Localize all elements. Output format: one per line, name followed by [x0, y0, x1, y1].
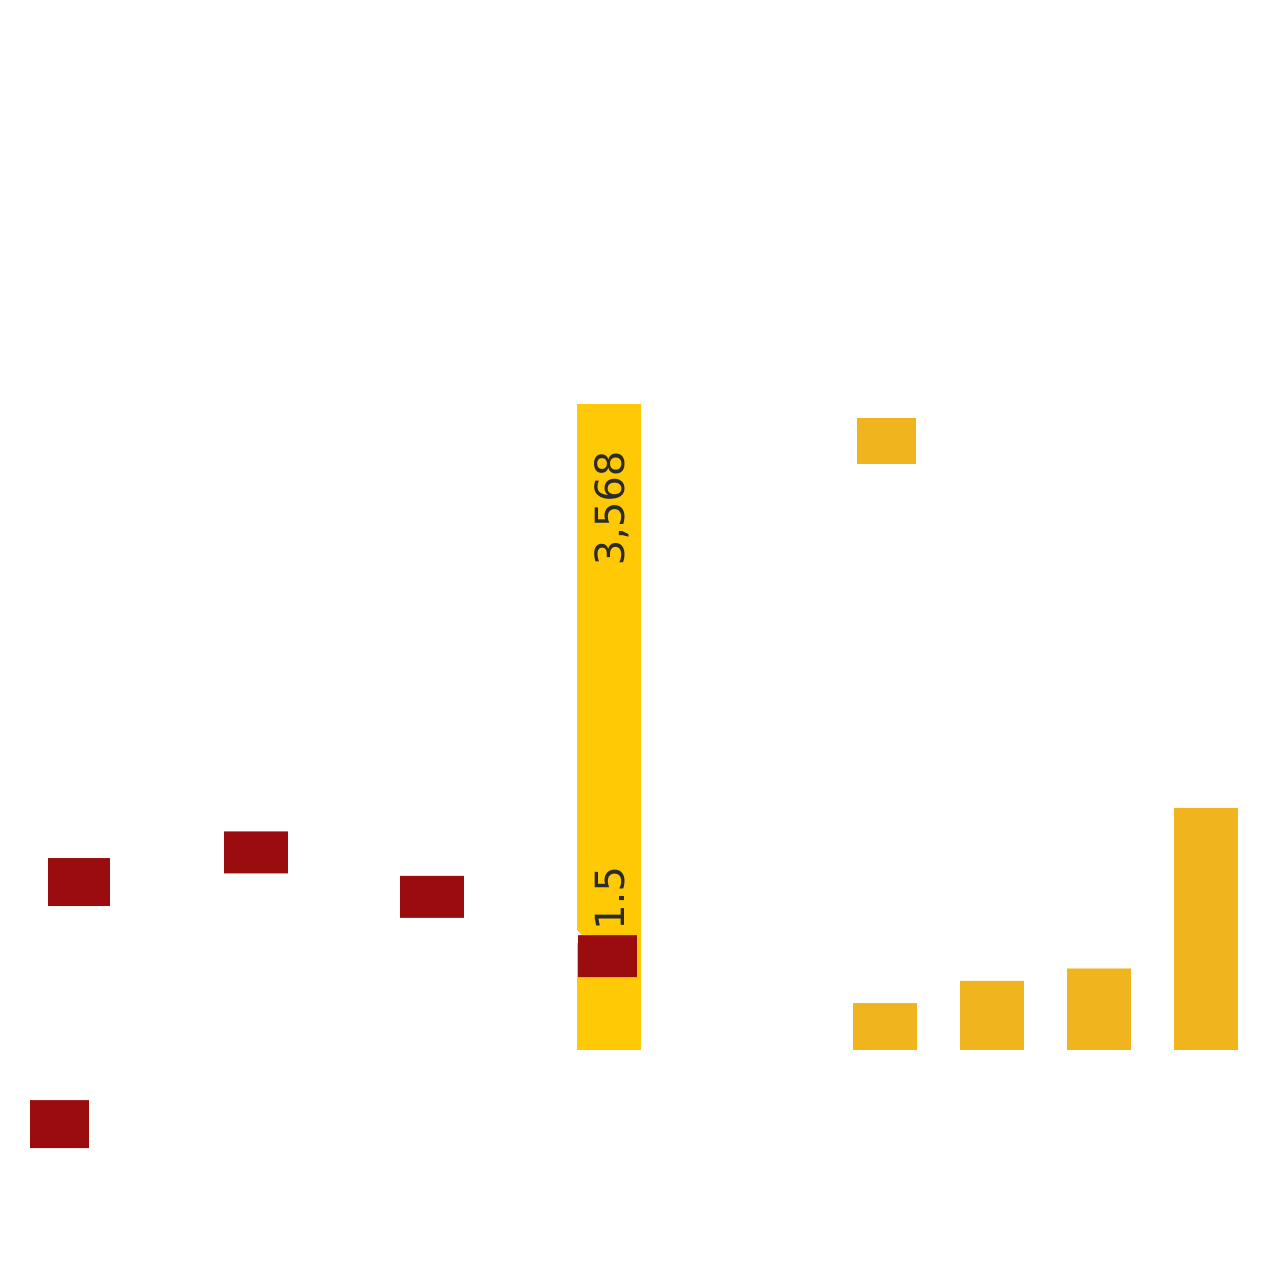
gold-bar-4	[1174, 807, 1238, 1050]
gold-bar-3	[1067, 968, 1131, 1050]
gold-bar-2	[960, 980, 1024, 1050]
gold-marker	[857, 418, 916, 464]
highlight-bar-value-label: 3,568	[588, 451, 634, 566]
highlight-bar-marker-label: 1.5	[588, 866, 634, 930]
bars-layer	[577, 404, 1238, 1050]
gold-bar-1	[853, 1003, 917, 1050]
red-marker-4	[578, 935, 637, 978]
markers-layer	[30, 418, 916, 1149]
red-marker-2	[224, 831, 288, 874]
red-marker-1	[48, 858, 110, 907]
labels-layer: 3,568 1.5	[588, 451, 634, 930]
red-marker-5	[30, 1100, 89, 1149]
red-marker-3	[400, 875, 464, 918]
